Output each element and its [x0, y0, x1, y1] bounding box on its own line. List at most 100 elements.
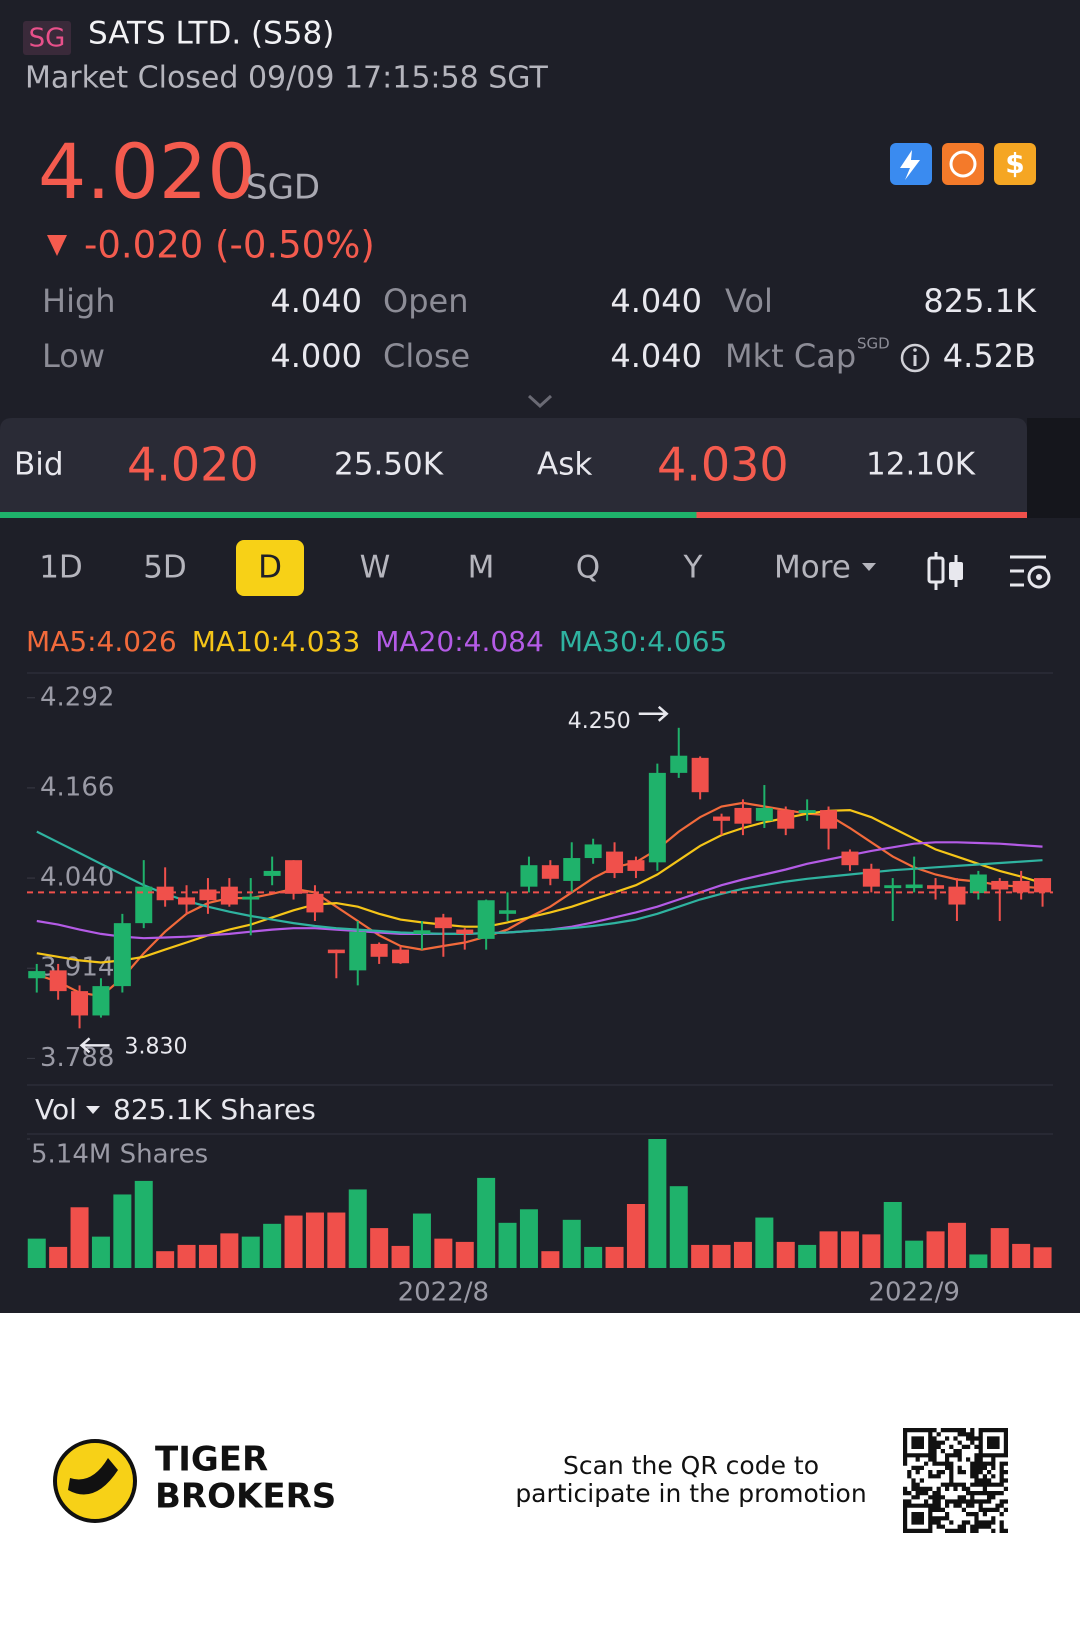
- qr-modules: [903, 1428, 1008, 1533]
- footer-background: [0, 1313, 1080, 1646]
- candle-body: [263, 870, 281, 876]
- ma-legend: MA20:4.084: [375, 625, 544, 658]
- volume-dropdown[interactable]: [86, 1106, 100, 1114]
- volume-bar: [926, 1231, 945, 1268]
- candlestick-chart: MA5:4.026 MA10:4.033 MA20:4.084 MA30:4.065 4…: [26, 625, 1053, 1073]
- volume-bar: [477, 1177, 496, 1268]
- volume-bar: [113, 1194, 132, 1268]
- exchange: SG: [29, 24, 66, 54]
- period-tab[interactable]: Q: [576, 550, 600, 586]
- volume-bar: [284, 1215, 303, 1268]
- volume-bar: [27, 1238, 46, 1268]
- stock-title: SATS LTD. (S58): [88, 16, 334, 52]
- candle-body: [1034, 878, 1052, 893]
- ma-legend: MA5:4.026: [26, 625, 177, 658]
- icon-dollar[interactable]: [994, 143, 1036, 185]
- volume-bar: [412, 1213, 431, 1268]
- stat-value: 4.52B: [943, 337, 1036, 375]
- volume-bar: [305, 1212, 324, 1268]
- volume-bar: [1012, 1243, 1031, 1268]
- candle-body: [884, 885, 902, 889]
- bid-volume-bar: [0, 512, 697, 518]
- candle-body: [113, 923, 131, 987]
- stat-label: Close: [383, 337, 470, 375]
- currency: SGD: [246, 168, 320, 208]
- stat-label: High: [42, 282, 116, 320]
- period-tab[interactable]: W: [360, 550, 391, 586]
- volume-bar: [498, 1222, 517, 1268]
- stat-label: Open: [383, 282, 468, 320]
- volume-bar: [712, 1244, 731, 1268]
- icon-exchange[interactable]: [942, 143, 984, 185]
- y-tick-label: 4.166: [40, 772, 114, 802]
- feature-icons[interactable]: $: [890, 143, 1036, 185]
- candle-body: [327, 949, 345, 954]
- period-tab[interactable]: Y: [683, 550, 703, 586]
- volume-bar: [562, 1219, 581, 1268]
- down-arrow: [47, 235, 67, 256]
- candle-body: [306, 893, 324, 913]
- volume-bar: [905, 1240, 924, 1268]
- stat-label: Mkt Cap: [725, 337, 856, 375]
- stat-label: Vol: [725, 282, 773, 320]
- last-price: 4.020: [38, 127, 256, 216]
- candle-body: [648, 772, 666, 863]
- more-dropdown-arrow: [862, 563, 876, 571]
- candle-body: [477, 900, 495, 939]
- brand-logo-mark: [68, 1458, 118, 1495]
- price-change: -0.020 (-0.50%): [84, 224, 375, 267]
- quote-side: [1027, 418, 1080, 518]
- volume-bar: [156, 1251, 175, 1268]
- stat-value: 4.040: [610, 282, 702, 320]
- candle-body: [841, 851, 859, 866]
- y-tick-label: 3.788: [40, 1043, 114, 1073]
- market-status: Market Closed 09/09 17:15:58 SGT: [25, 61, 548, 96]
- y-tick-label: 4.292: [40, 682, 114, 712]
- volume-bar: [391, 1245, 410, 1268]
- quote-panel: [0, 418, 1027, 518]
- info-icon-dot: [913, 348, 917, 352]
- low-label: 3.830: [125, 1034, 188, 1059]
- volume-bar: [862, 1234, 881, 1268]
- qr-code[interactable]: [903, 1428, 1008, 1533]
- volume-bar: [177, 1244, 196, 1268]
- volume-bar: [776, 1241, 795, 1268]
- candle-body: [178, 897, 196, 905]
- chart-type-icon[interactable]: [927, 552, 963, 590]
- promo-text: Scan the QR code to: [563, 1451, 819, 1480]
- candle-body: [584, 844, 602, 859]
- expand-chevron[interactable]: [527, 394, 553, 409]
- candle-body: [242, 896, 260, 900]
- period-tab[interactable]: 1D: [39, 550, 83, 586]
- stat-label: Low: [42, 337, 105, 375]
- volume-bar: [648, 1139, 667, 1268]
- volume-subtitle: 825.1K Shares: [113, 1093, 316, 1126]
- candle-body: [220, 886, 238, 905]
- period-tab[interactable]: D: [258, 550, 282, 586]
- volume-bar: [327, 1212, 346, 1268]
- candle-body: [456, 929, 474, 934]
- candle-body: [670, 755, 688, 773]
- volume-bar: [49, 1246, 68, 1268]
- high-arrow: [638, 705, 669, 722]
- active-tab-background: [236, 540, 304, 596]
- candle-body: [71, 991, 89, 1016]
- y-tick-label: 5.14M Shares: [31, 1140, 208, 1170]
- info-icon[interactable]: [900, 343, 930, 373]
- volume-bar: [733, 1241, 752, 1268]
- candle-body: [520, 865, 538, 887]
- period-tab[interactable]: 5D: [143, 550, 187, 586]
- volume-bar: [348, 1189, 367, 1268]
- indicator-settings-icon[interactable]: [1010, 555, 1051, 589]
- period-tab[interactable]: M: [468, 550, 495, 586]
- bid-price: 4.020: [127, 438, 259, 492]
- brand-name: BROKERS: [155, 1477, 336, 1517]
- period-tab[interactable]: More: [774, 550, 851, 586]
- ask-price: 4.030: [657, 438, 789, 492]
- candle-body: [991, 880, 1009, 890]
- candle-body: [969, 874, 987, 894]
- volume-bar: [691, 1244, 710, 1268]
- candle-body: [777, 810, 795, 829]
- candle-body: [199, 889, 217, 901]
- icon-gear: [1027, 565, 1051, 589]
